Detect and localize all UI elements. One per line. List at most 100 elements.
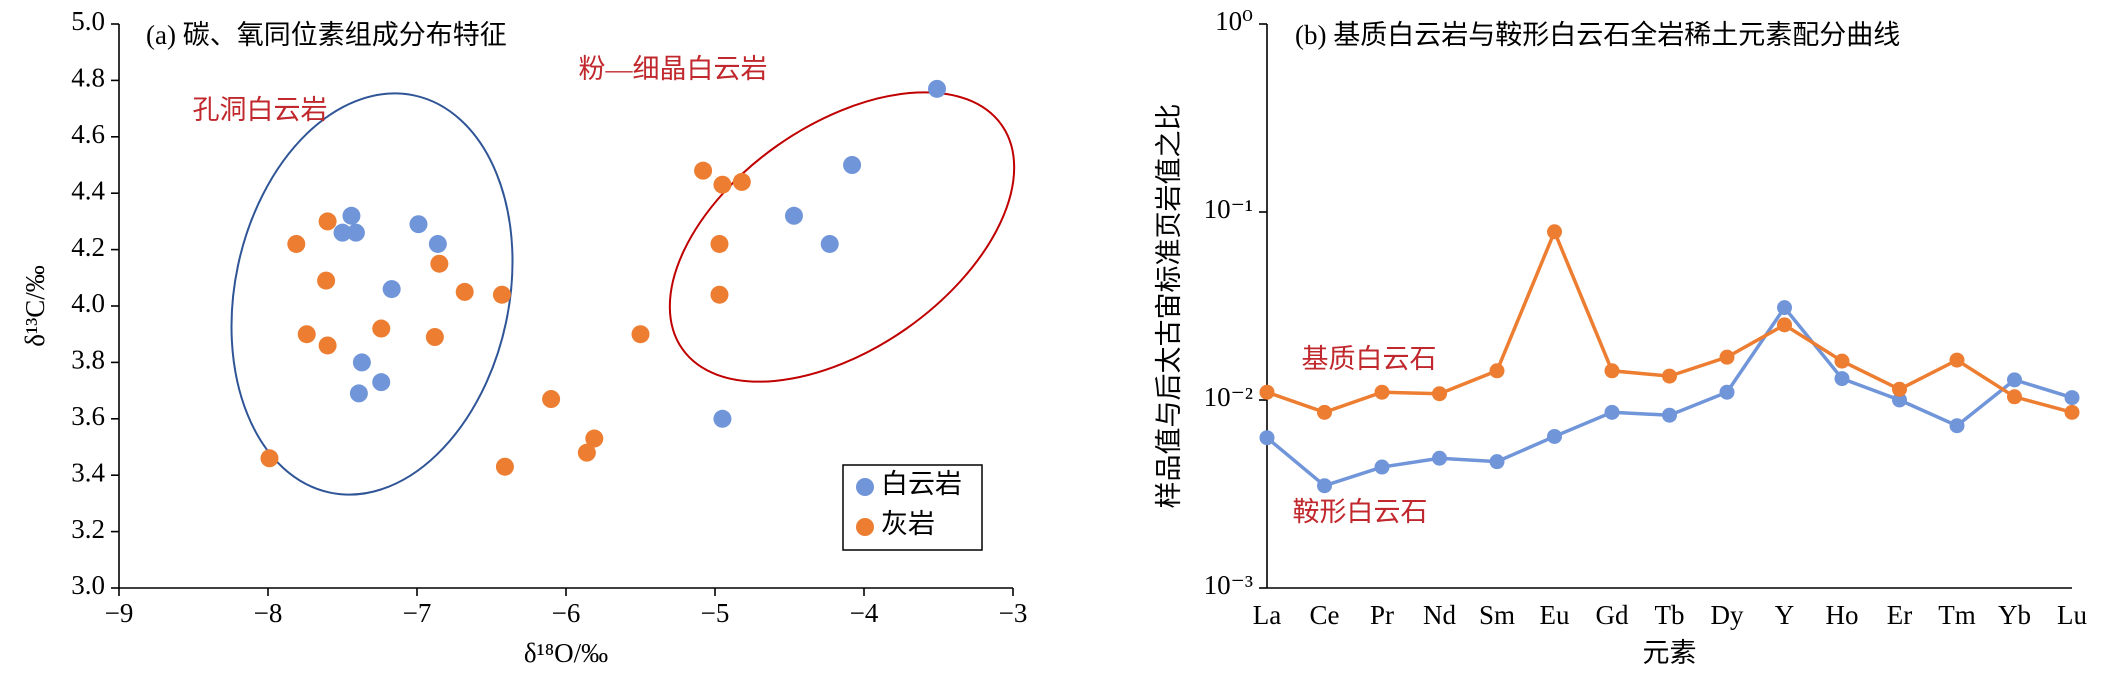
line-point xyxy=(1949,352,1965,368)
x-tick-label: Dy xyxy=(1711,600,1744,630)
line-point xyxy=(1432,386,1447,402)
x-axis-label: δ¹⁸O/‰ xyxy=(524,638,608,668)
scatter-point xyxy=(713,175,732,194)
y-tick-label: 3.0 xyxy=(71,570,105,600)
y-tick-label: 4.0 xyxy=(71,288,105,318)
chart-title: (a) 碳、氧同位素组成分布特征 xyxy=(146,20,507,50)
scatter-point xyxy=(710,285,729,304)
x-tick-label: Eu xyxy=(1540,600,1570,630)
x-tick-label: −6 xyxy=(552,598,581,628)
legend-marker xyxy=(856,478,874,496)
x-tick-label: Yb xyxy=(1998,600,2031,630)
x-tick-label: Tb xyxy=(1655,600,1685,630)
y-tick-label: 3.8 xyxy=(71,345,105,375)
line-point xyxy=(2007,389,2022,405)
scatter-point xyxy=(455,282,474,301)
scatter-point xyxy=(317,271,336,290)
x-tick-label: Nd xyxy=(1423,600,1456,630)
y-tick-label: 10⁰ xyxy=(1215,6,1253,36)
scatter-point xyxy=(260,449,279,468)
y-tick-label: 10⁻³ xyxy=(1204,570,1253,600)
scatter-point xyxy=(694,161,713,180)
scatter-point xyxy=(287,234,306,253)
y-tick-label: 3.4 xyxy=(71,457,105,487)
y-tick-label: 3.2 xyxy=(71,514,105,544)
line-point xyxy=(1834,371,1850,387)
line-point xyxy=(1432,450,1447,466)
x-tick-label: Y xyxy=(1775,600,1795,630)
line-point xyxy=(1259,430,1275,446)
group-ellipse xyxy=(230,92,514,496)
line-point xyxy=(1604,363,1620,379)
y-tick-label: 10⁻² xyxy=(1204,382,1253,412)
scatter-point xyxy=(342,206,361,225)
line-point xyxy=(1317,404,1332,420)
y-axis-label: 样品值与后太古宙标准页岩值之比 xyxy=(1154,104,1184,509)
legend-label: 灰岩 xyxy=(881,509,935,539)
series-label: 基质白云石 xyxy=(1302,344,1437,374)
scatter-point xyxy=(352,353,371,372)
line-point xyxy=(1719,384,1735,400)
line-point xyxy=(1317,478,1332,494)
x-tick-label: −8 xyxy=(254,598,283,628)
x-tick-label: Ce xyxy=(1310,600,1340,630)
scatter-point xyxy=(372,319,391,338)
line-point xyxy=(2007,372,2022,388)
line-point xyxy=(1662,407,1677,423)
legend-marker xyxy=(856,518,874,536)
line-point xyxy=(1777,300,1792,316)
group-ellipse xyxy=(668,91,1016,383)
chart-title: (b) 基质白云岩与鞍形白云石全岩稀土元素配分曲线 xyxy=(1295,20,1900,50)
y-tick-label: 10⁻¹ xyxy=(1204,194,1253,224)
x-tick-label: −3 xyxy=(999,598,1028,628)
x-tick-label: Lu xyxy=(2057,600,2087,630)
x-tick-label: Pr xyxy=(1370,600,1394,630)
x-tick-label: −9 xyxy=(105,598,134,628)
y-tick-label: 5.0 xyxy=(71,6,105,36)
y-axis-label: δ¹³C/‰ xyxy=(20,265,50,346)
line-point xyxy=(2064,404,2080,420)
x-tick-label: Er xyxy=(1887,600,1912,630)
line-point xyxy=(1374,459,1390,475)
scatter-point xyxy=(732,172,751,191)
scatter-point xyxy=(585,429,604,448)
scatter-point xyxy=(372,373,391,392)
line-point xyxy=(1949,418,1965,434)
scatter-point xyxy=(710,234,729,253)
y-tick-label: 4.8 xyxy=(71,63,105,93)
line-point xyxy=(1662,368,1677,384)
scatter-point xyxy=(428,234,447,253)
scatter-point xyxy=(382,280,401,299)
line-point xyxy=(1489,454,1505,470)
y-tick-label: 4.2 xyxy=(71,232,105,262)
x-tick-label: Gd xyxy=(1596,600,1629,630)
scatter-point xyxy=(333,223,352,242)
x-axis-label: 元素 xyxy=(1643,638,1697,668)
annotation: 粉—细晶白云岩 xyxy=(579,54,768,84)
scatter-point xyxy=(577,443,596,462)
line-point xyxy=(1892,381,1907,397)
scatter-point xyxy=(843,156,862,174)
x-tick-label: −7 xyxy=(403,598,432,628)
annotation: 孔洞白云岩 xyxy=(193,95,328,125)
line-point xyxy=(1547,428,1562,444)
legend-label: 白云岩 xyxy=(881,469,962,499)
line-point xyxy=(2064,390,2080,406)
scatter-point xyxy=(349,384,368,403)
y-tick-label: 4.4 xyxy=(71,175,105,205)
scatter-point xyxy=(425,328,444,347)
scatter-point xyxy=(318,212,337,231)
scatter-point xyxy=(318,336,337,355)
series-line xyxy=(1266,227,2073,415)
scatter-point xyxy=(713,409,732,428)
line-point xyxy=(1374,384,1390,400)
line-point xyxy=(1547,224,1562,240)
scatter-point xyxy=(495,457,514,476)
scatter-point xyxy=(409,215,428,234)
scatter-point xyxy=(297,325,316,344)
scatter-point xyxy=(346,223,365,242)
x-tick-label: −4 xyxy=(850,598,879,628)
line-point xyxy=(1834,353,1850,369)
